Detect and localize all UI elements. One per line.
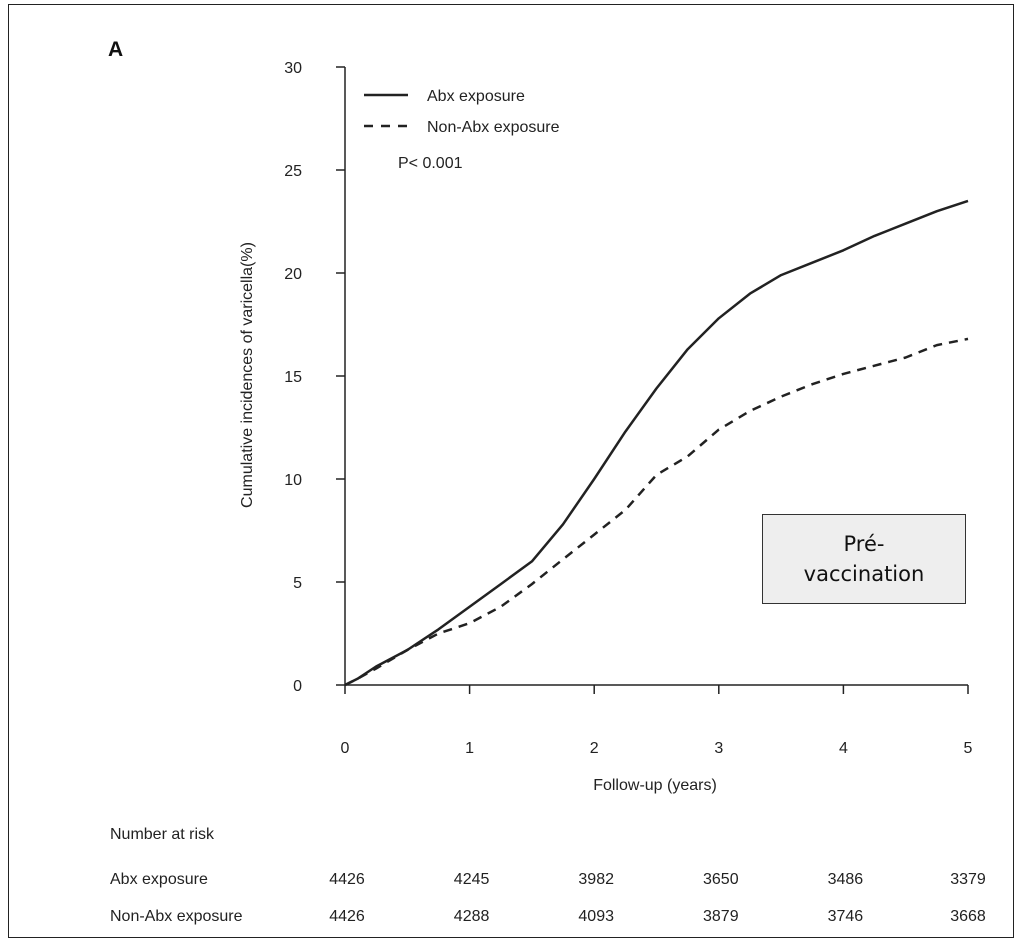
y-axis-title: Cumulative incidences of varicella(%): [239, 242, 256, 508]
risk-value: 3379: [950, 871, 986, 888]
risk-value: 4426: [329, 871, 365, 888]
series-line-abx: [344, 199, 969, 687]
x-tick-label: 1: [465, 740, 474, 757]
risk-value: 4093: [578, 908, 614, 925]
risk-table-title: Number at risk: [110, 826, 215, 843]
pre-vaccination-label: Pré- vaccination: [762, 514, 966, 604]
y-tick-label: 15: [284, 369, 302, 386]
series-lines: [344, 199, 969, 687]
series-line-non-abx: [344, 337, 969, 687]
risk-value: 4426: [329, 908, 365, 925]
x-tick-label: 0: [341, 740, 350, 757]
legend: Abx exposure Non-Abx exposure: [364, 88, 560, 136]
annotation-line-2: vaccination: [803, 562, 925, 586]
risk-value: 3746: [828, 908, 864, 925]
y-tick-label: 25: [284, 163, 302, 180]
legend-label-abx: Abx exposure: [427, 88, 525, 105]
risk-value: 3879: [703, 908, 739, 925]
risk-value: 3982: [578, 871, 614, 888]
x-tick-label: 2: [590, 740, 599, 757]
risk-row-label-abx: Abx exposure: [110, 871, 208, 888]
x-tick-label: 3: [714, 740, 723, 757]
risk-value: 4288: [454, 908, 490, 925]
x-tick-label: 5: [964, 740, 973, 757]
risk-value: 4245: [454, 871, 490, 888]
y-tick-label: 0: [293, 678, 302, 695]
x-axis-ticks: 0 1 2 3 4 5: [341, 685, 973, 757]
x-axis-title: Follow-up (years): [593, 777, 717, 794]
panel-letter: A: [108, 38, 123, 61]
risk-value: 3650: [703, 871, 739, 888]
x-tick-label: 4: [839, 740, 848, 757]
risk-value: 3486: [828, 871, 864, 888]
y-axis-ticks: 0 5 10 15 20 25 30: [284, 60, 345, 695]
risk-value: 3668: [950, 908, 986, 925]
legend-label-non-abx: Non-Abx exposure: [427, 119, 560, 136]
risk-table: Number at risk Abx exposure Non-Abx expo…: [110, 826, 986, 925]
y-tick-label: 30: [284, 60, 302, 77]
y-tick-label: 5: [293, 575, 302, 592]
risk-row-label-non-abx: Non-Abx exposure: [110, 908, 243, 925]
annotation-line-1: Pré-: [843, 532, 885, 556]
p-value: P< 0.001: [398, 155, 463, 172]
y-tick-label: 20: [284, 266, 302, 283]
y-tick-label: 10: [284, 472, 302, 489]
figure-frame: [8, 4, 1014, 938]
